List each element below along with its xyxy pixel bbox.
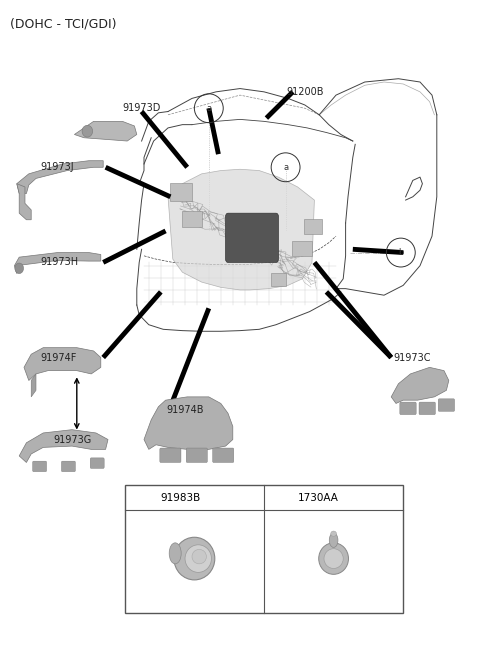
Polygon shape — [17, 184, 31, 220]
Text: 91974F: 91974F — [41, 352, 77, 363]
Ellipse shape — [82, 125, 93, 137]
FancyBboxPatch shape — [170, 183, 192, 201]
FancyBboxPatch shape — [271, 273, 286, 286]
FancyBboxPatch shape — [419, 402, 435, 415]
Text: 91973H: 91973H — [41, 257, 79, 268]
FancyBboxPatch shape — [90, 458, 104, 468]
FancyBboxPatch shape — [292, 241, 312, 256]
Text: 91200B: 91200B — [286, 87, 324, 97]
Ellipse shape — [319, 543, 348, 575]
Polygon shape — [14, 253, 101, 274]
Text: a: a — [206, 104, 211, 113]
FancyBboxPatch shape — [226, 213, 278, 262]
FancyBboxPatch shape — [304, 219, 322, 234]
Polygon shape — [74, 121, 137, 141]
Text: 91973D: 91973D — [122, 103, 161, 113]
FancyBboxPatch shape — [400, 402, 416, 415]
FancyBboxPatch shape — [61, 461, 75, 472]
FancyBboxPatch shape — [182, 211, 202, 227]
Ellipse shape — [185, 544, 212, 572]
FancyBboxPatch shape — [438, 399, 455, 411]
Polygon shape — [168, 169, 314, 290]
Text: 91974B: 91974B — [166, 405, 204, 415]
Text: (DOHC - TCI/GDI): (DOHC - TCI/GDI) — [10, 18, 116, 31]
Ellipse shape — [329, 533, 338, 547]
Ellipse shape — [169, 543, 181, 564]
FancyBboxPatch shape — [125, 485, 403, 613]
FancyBboxPatch shape — [186, 448, 207, 462]
Ellipse shape — [174, 537, 215, 580]
FancyBboxPatch shape — [33, 461, 47, 472]
Polygon shape — [31, 374, 36, 397]
Polygon shape — [391, 367, 449, 403]
Ellipse shape — [192, 550, 206, 564]
Text: b: b — [280, 493, 286, 502]
Text: b: b — [398, 248, 404, 257]
Ellipse shape — [331, 531, 336, 536]
FancyBboxPatch shape — [213, 448, 234, 462]
Ellipse shape — [15, 263, 24, 274]
Text: a: a — [144, 493, 149, 502]
Polygon shape — [24, 348, 101, 380]
Text: 91983B: 91983B — [161, 493, 201, 503]
Polygon shape — [19, 430, 108, 462]
Ellipse shape — [324, 548, 343, 568]
Text: 91973C: 91973C — [394, 352, 431, 363]
Text: a: a — [283, 163, 288, 172]
Polygon shape — [144, 397, 233, 449]
Polygon shape — [17, 161, 103, 194]
Text: 91973G: 91973G — [53, 434, 91, 445]
Text: 1730AA: 1730AA — [298, 493, 338, 503]
FancyBboxPatch shape — [160, 448, 181, 462]
Text: 91973J: 91973J — [41, 162, 74, 173]
